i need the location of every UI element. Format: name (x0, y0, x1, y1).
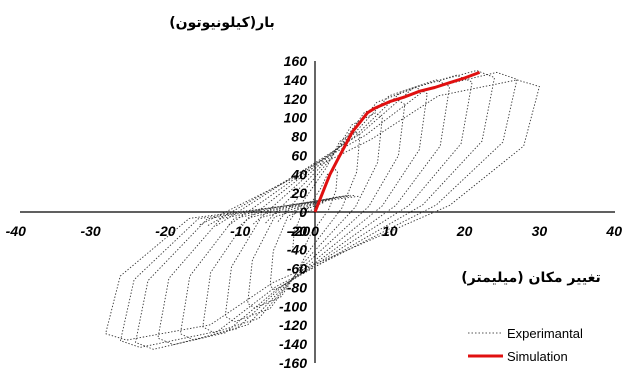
y-tick-label: 80 (291, 129, 307, 145)
x-tick-label: -20 (155, 223, 175, 239)
experimental-loop (157, 74, 473, 346)
experimental-loop (179, 79, 451, 341)
legend-experimental-label: Experimantal (507, 326, 583, 341)
x-tick-label: 30 (532, 223, 548, 239)
experimental-loop (292, 168, 338, 254)
experimental-loop (105, 79, 540, 341)
y-tick-label: 0 (299, 204, 307, 220)
x-tick-label: -30 (80, 223, 100, 239)
simulation-line (313, 70, 481, 213)
experimental-loop (134, 70, 496, 350)
y-tick-label: -80 (287, 279, 307, 295)
y-tick-label: 20 (290, 185, 307, 201)
experimental-series (105, 70, 540, 350)
legend-simulation-label: Simulation (507, 349, 568, 364)
y-tick-label: 60 (291, 147, 307, 163)
y-tick-label: -100 (279, 298, 307, 314)
y-tick-label: 140 (284, 72, 308, 88)
experimental-loop (119, 71, 518, 348)
x-tick-label: -10 (230, 223, 250, 239)
y-tick-label: -40 (287, 242, 307, 258)
x-tick-label: 0 (311, 223, 319, 239)
tick-labels: -40 -30 -20 -10 -20 0 10 20 30 401601401201008060… (6, 53, 622, 371)
x-tick-label: 40 (605, 223, 622, 239)
x-tick-label: 20 (456, 223, 473, 239)
y-tick-label: -20 (287, 223, 307, 239)
y-tick-label: 40 (290, 166, 307, 182)
experimental-loop (247, 112, 383, 309)
y-tick-label: -60 (287, 261, 307, 277)
x-axis-title: تغییر مکان (میلیمتر) (461, 270, 600, 286)
x-tick-label: 10 (382, 223, 398, 239)
y-tick-label: -160 (279, 355, 307, 371)
legend: Experimantal Simulation (468, 326, 583, 364)
y-tick-label: -140 (279, 336, 307, 352)
y-tick-label: -120 (279, 317, 307, 333)
y-tick-label: 100 (284, 110, 308, 126)
simulation-series (313, 70, 481, 213)
y-tick-label: 160 (284, 53, 308, 69)
y-tick-label: 120 (284, 91, 308, 107)
experimental-loop (202, 87, 428, 334)
axes (20, 61, 615, 363)
x-tick-label: -40 (6, 223, 26, 239)
experimental-loop (269, 131, 361, 291)
y-axis-title: بار(کیلونیوتون) (169, 15, 274, 31)
x-tick-label: -20 (290, 223, 310, 239)
